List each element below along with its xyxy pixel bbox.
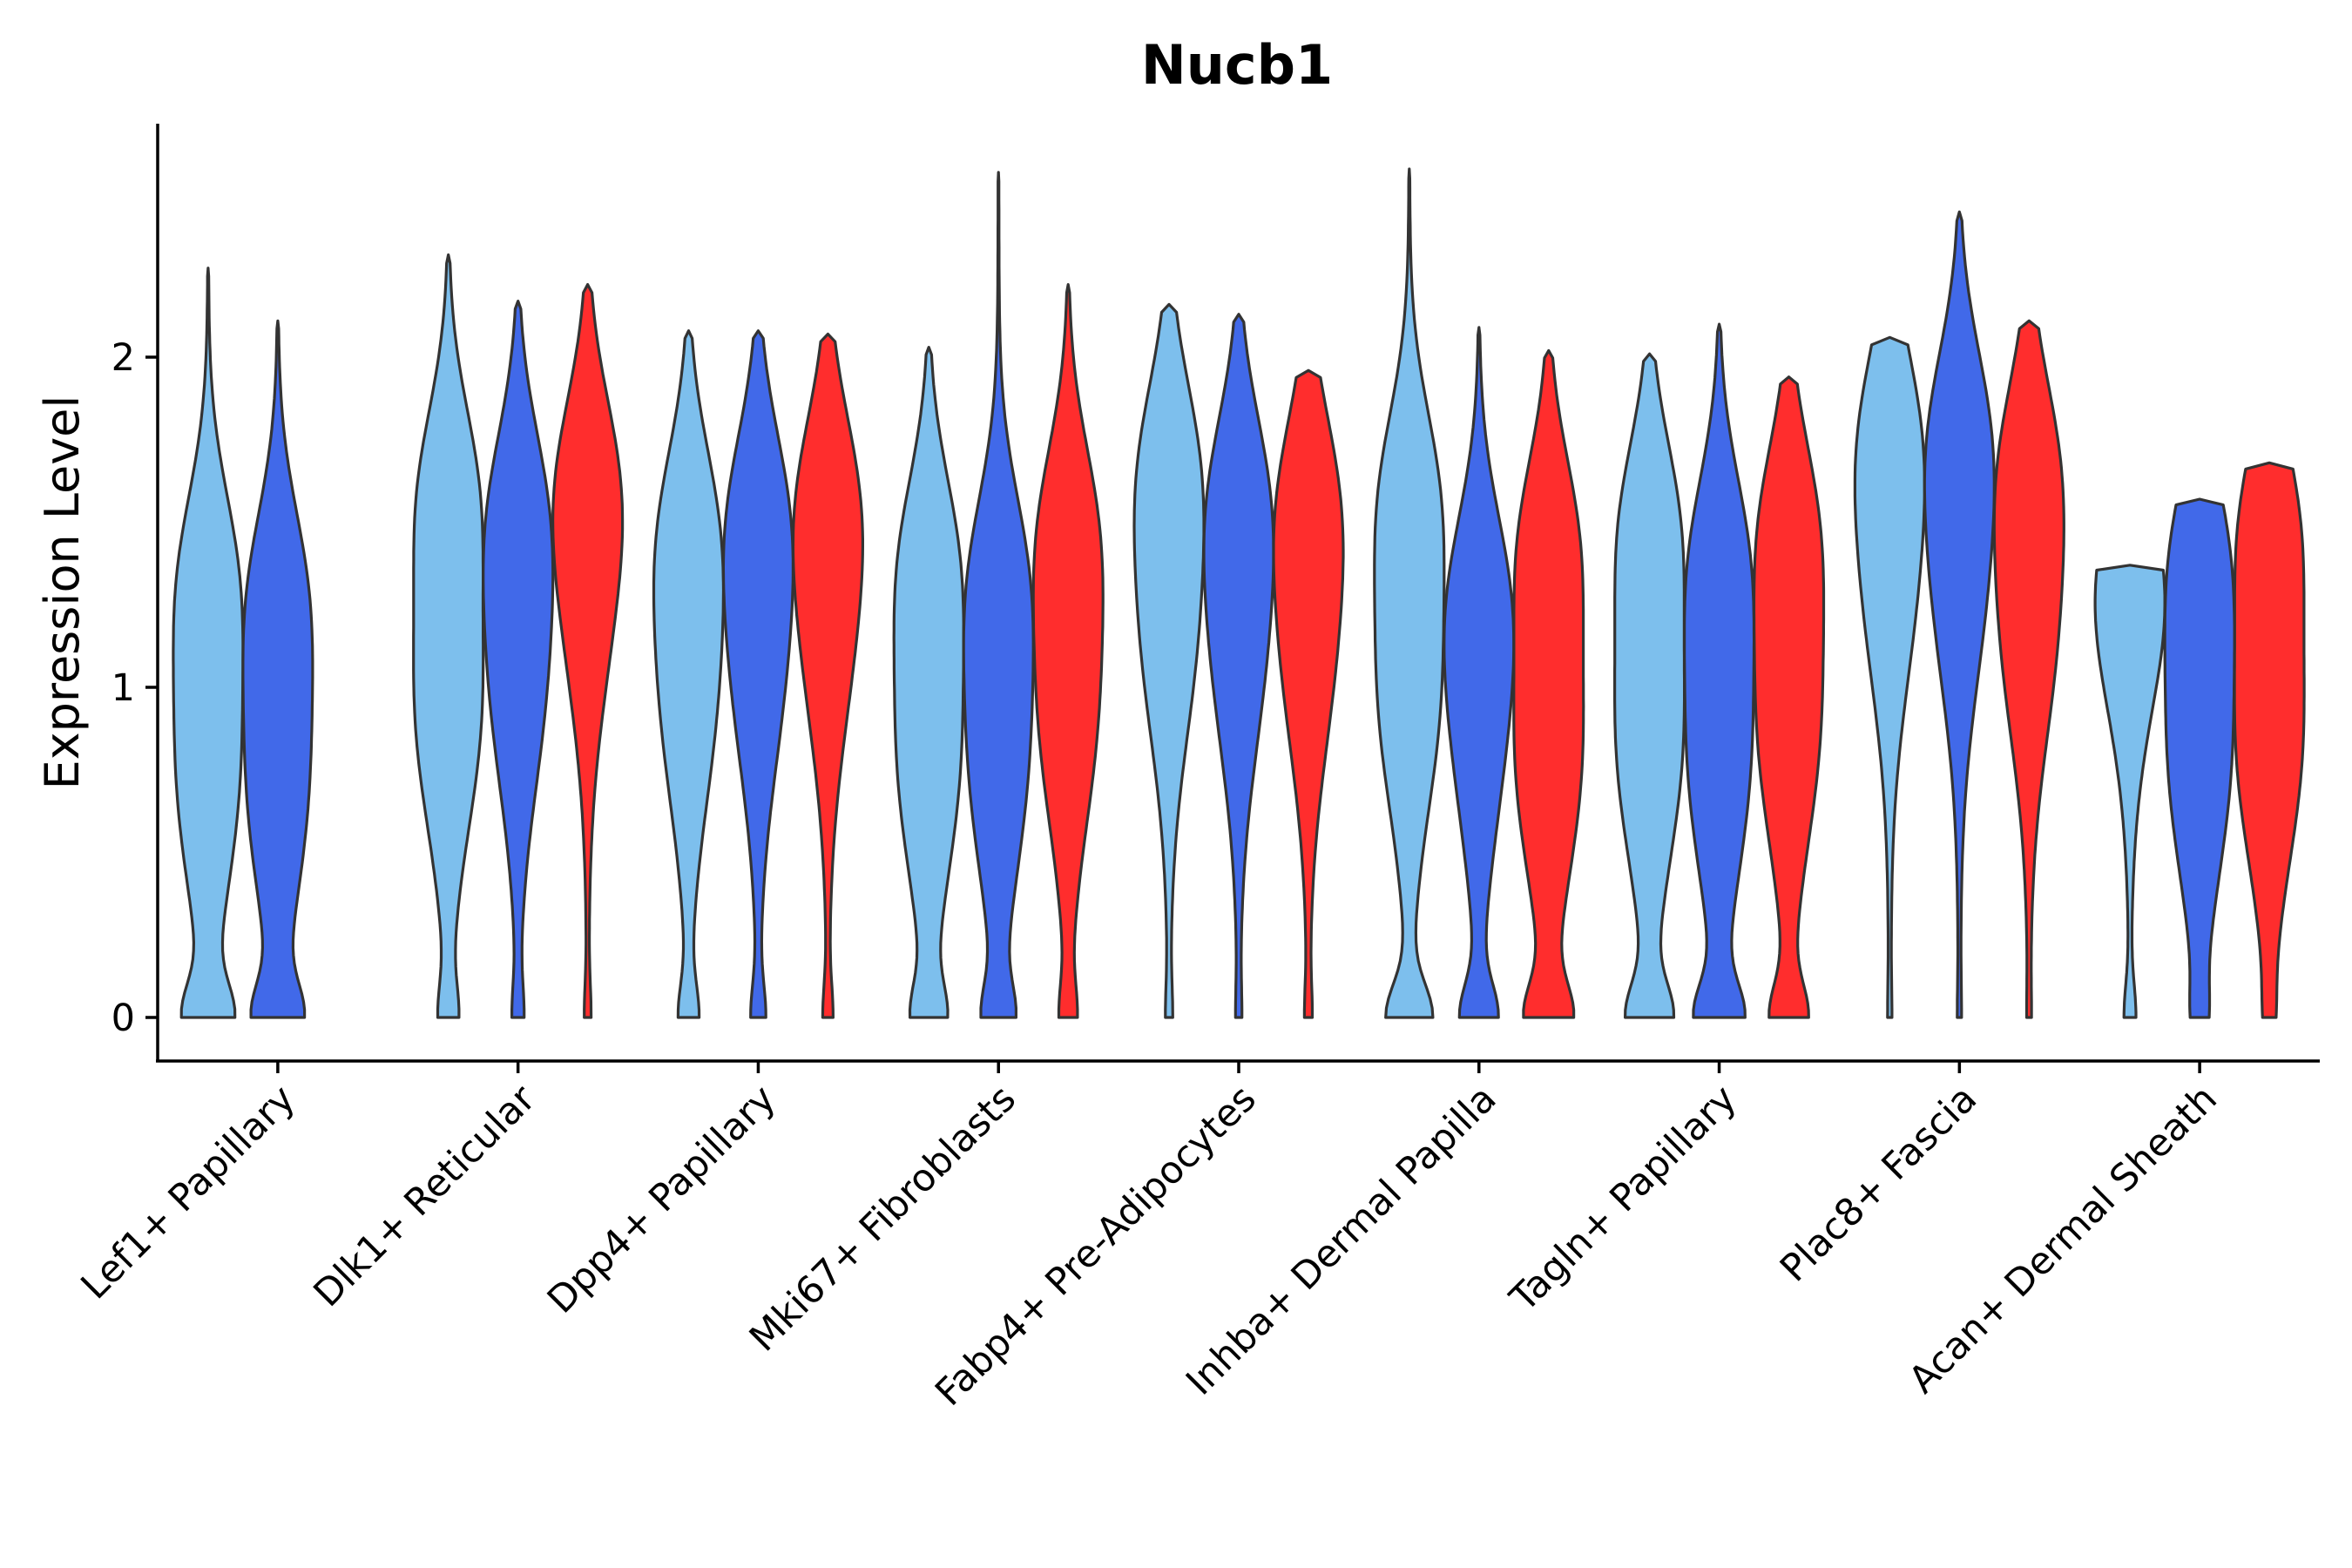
chart-title: Nucb1 xyxy=(1141,33,1333,97)
violin xyxy=(1512,348,1585,1019)
violin xyxy=(652,329,726,1019)
y-tick-label: 2 xyxy=(112,336,135,380)
y-tick-label: 0 xyxy=(112,997,135,1040)
violin xyxy=(1031,283,1105,1019)
violin xyxy=(2093,564,2166,1019)
violin xyxy=(172,267,245,1019)
y-axis-label: Expression Level xyxy=(35,395,90,790)
violin xyxy=(1613,352,1686,1019)
x-tick-label: Plac8+ Fascia xyxy=(1772,1077,1985,1290)
violin xyxy=(482,300,555,1019)
x-tick-label: Mki67+ Fibroblasts xyxy=(741,1077,1024,1360)
violin xyxy=(962,171,1035,1019)
violin xyxy=(412,253,485,1019)
violin xyxy=(1752,375,1826,1019)
violin xyxy=(551,283,625,1019)
violin xyxy=(1853,335,1926,1019)
x-tick-label: Tagln+ Papillary xyxy=(1502,1077,1746,1321)
violin-group xyxy=(172,167,2306,1019)
violin xyxy=(1272,368,1345,1019)
y-axis-ticks: 0 1 2 xyxy=(112,336,158,1040)
violin xyxy=(1923,210,1996,1019)
x-tick-label: Lef1+ Papillary xyxy=(73,1077,304,1308)
violin xyxy=(721,329,794,1019)
violin xyxy=(1202,313,1275,1019)
violin xyxy=(791,332,864,1019)
violin xyxy=(1373,167,1446,1019)
x-tick-label: Dpp4+ Papillary xyxy=(539,1077,784,1321)
y-tick-label: 1 xyxy=(112,666,135,710)
violin xyxy=(2233,461,2306,1019)
violin xyxy=(1683,322,1756,1019)
violin xyxy=(241,319,314,1019)
violin xyxy=(1132,302,1206,1019)
violin xyxy=(1443,326,1516,1019)
violin xyxy=(2163,497,2236,1019)
violin xyxy=(1992,319,2065,1019)
violin xyxy=(892,346,965,1019)
x-tick-label: Dlk1+ Reticular xyxy=(306,1077,544,1315)
